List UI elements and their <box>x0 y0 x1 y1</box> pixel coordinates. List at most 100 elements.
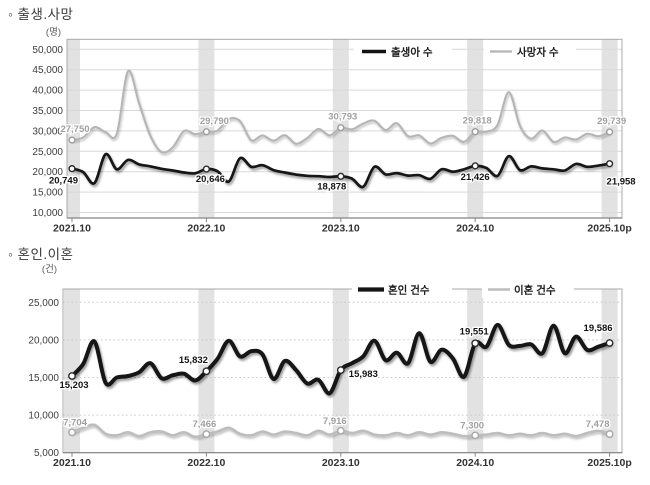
data-point-marker <box>68 428 76 437</box>
highlight-band <box>64 289 80 453</box>
data-point-marker <box>605 339 614 347</box>
data-point-label: 7,916 <box>323 416 347 427</box>
data-point-label: 15,832 <box>179 355 208 366</box>
data-point-label: 7,704 <box>63 417 87 428</box>
marriage-divorce-legend: 혼인 건수 이혼 건수 <box>352 281 574 298</box>
data-point-label: 21,958 <box>607 177 636 188</box>
gridlines <box>63 301 622 416</box>
marriages-data-labels: 15,203 15,832 15,983 19,551 19,586 <box>58 322 614 392</box>
data-point-label: 21,426 <box>461 172 490 183</box>
data-point-marker <box>605 430 614 438</box>
y-tick-label: 5,000 <box>34 448 59 459</box>
data-point-label: 7,466 <box>193 419 217 430</box>
data-point-label: 15,203 <box>59 380 88 391</box>
deaths-legend-label: 사망자 수 <box>517 46 559 59</box>
marriage-divorce-title: ◦ 혼인.이혼 <box>8 247 73 262</box>
data-point-marker <box>202 128 211 136</box>
data-point-label: 29,739 <box>597 116 626 127</box>
y-tick-label: 40,000 <box>32 86 63 97</box>
births-markers <box>68 160 614 180</box>
data-point-marker <box>471 162 479 170</box>
legend-bg <box>352 281 452 298</box>
x-tick-label: 2025.10p <box>587 223 631 235</box>
marriages-markers <box>68 339 614 380</box>
x-tick-label: 2021.10 <box>53 223 91 235</box>
x-tick-label: 2024.10 <box>456 223 494 235</box>
birth-death-unit: (명) <box>46 27 61 38</box>
divorces-legend-label: 이혼 건수 <box>514 284 556 297</box>
x-axis-ticks: 2021.10 2022.10 2023.10 2024.10 2025.10p <box>53 452 632 469</box>
divorces-markers <box>68 426 614 440</box>
x-tick-label: 2023.10 <box>322 457 360 469</box>
y-tick-label: 30,000 <box>32 126 63 137</box>
data-point-marker <box>337 172 345 180</box>
legend-bg <box>482 281 574 298</box>
october-highlight-bands <box>64 289 618 453</box>
data-point-marker <box>336 426 345 435</box>
x-tick-label: 2024.10 <box>456 457 494 469</box>
y-tick-label: 15,000 <box>28 373 59 384</box>
data-point-label: 7,478 <box>586 419 610 430</box>
data-point-marker <box>605 160 614 168</box>
y-tick-label: 15,000 <box>32 188 63 199</box>
x-tick-label: 2025.10p <box>587 457 631 469</box>
data-point-label: 29,818 <box>463 116 492 127</box>
legend-bg <box>354 43 452 60</box>
data-point-marker <box>471 339 480 348</box>
divorces-data-labels: 7,704 7,466 7,916 7,300 7,478 <box>62 415 611 433</box>
highlight-band <box>67 39 80 218</box>
highlight-band <box>467 289 484 453</box>
deaths-markers <box>68 124 614 144</box>
y-axis-labels: 50,000 45,000 40,000 35,000 30,000 25,000 20,0… <box>32 45 63 219</box>
data-point-marker <box>68 165 76 173</box>
data-point-label: 20,646 <box>196 174 225 185</box>
y-tick-label: 20,000 <box>28 335 59 346</box>
highlight-band <box>601 289 618 453</box>
y-axis-labels: 25,000 20,000 15,000 10,000 5,000 <box>28 298 59 459</box>
data-point-label: 19,551 <box>460 326 490 337</box>
birth-death-chart: 2021.10 2022.10 2023.10 2024.10 2025.10p 50,0… <box>32 38 637 235</box>
marriage-divorce-chart: 2021.10 2022.10 2023.10 2024.10 2025.10p 25,0… <box>28 288 632 469</box>
x-axis-ticks: 2021.10 2022.10 2023.10 2024.10 2025.10p <box>53 218 632 235</box>
marriage-divorce-unit: (건) <box>42 264 57 275</box>
x-tick-label: 2022.10 <box>187 457 225 469</box>
data-point-marker <box>471 128 479 136</box>
data-point-label: 15,983 <box>349 369 378 380</box>
data-point-label: 29,790 <box>200 116 229 127</box>
data-point-marker <box>336 366 345 375</box>
marriages-legend-label: 혼인 건수 <box>388 284 430 297</box>
x-tick-label: 2021.10 <box>53 457 91 469</box>
y-tick-label: 35,000 <box>32 106 63 117</box>
legend-bg <box>484 43 576 60</box>
data-point-marker <box>202 165 211 173</box>
y-tick-label: 45,000 <box>32 65 63 76</box>
births-legend-label: 출생아 수 <box>391 46 433 59</box>
y-tick-label: 50,000 <box>32 45 63 56</box>
y-tick-label: 10,000 <box>32 208 63 219</box>
y-tick-label: 20,000 <box>32 167 63 178</box>
data-point-marker <box>68 136 76 144</box>
data-point-label: 30,793 <box>328 112 357 123</box>
data-point-marker <box>202 430 211 439</box>
x-tick-label: 2022.10 <box>187 223 225 235</box>
data-point-marker <box>337 124 345 132</box>
data-point-marker <box>471 431 480 440</box>
data-point-marker <box>68 372 76 380</box>
birth-death-title: ◦ 출생.사망 <box>8 7 73 22</box>
births-data-labels: 20,749 20,646 18,878 21,426 21,958 <box>48 171 637 194</box>
data-point-label: 19,586 <box>584 323 613 334</box>
data-point-label: 18,878 <box>317 181 346 192</box>
y-tick-label: 25,000 <box>28 298 59 309</box>
data-point-marker <box>605 128 614 136</box>
y-tick-label: 10,000 <box>28 411 59 422</box>
deaths-data-labels: 27,750 29,790 30,793 29,818 29,739 <box>59 110 627 136</box>
data-point-label: 7,300 <box>460 420 484 431</box>
y-tick-label: 25,000 <box>32 147 63 158</box>
x-tick-label: 2023.10 <box>322 223 360 235</box>
data-point-marker <box>202 367 211 376</box>
data-point-label: 20,749 <box>49 176 78 187</box>
birth-death-legend: 출생아 수 사망자 수 <box>354 43 576 60</box>
data-point-label: 27,750 <box>60 124 89 135</box>
